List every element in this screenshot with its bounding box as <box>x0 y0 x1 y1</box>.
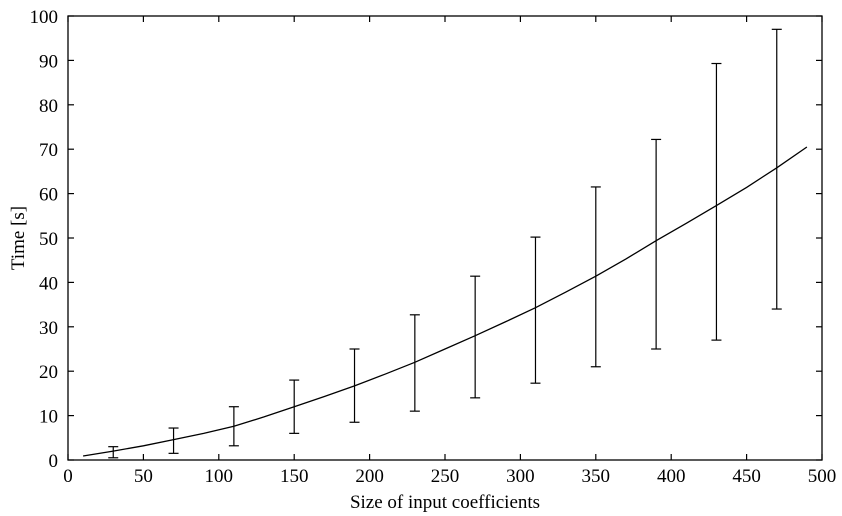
error-bar <box>530 236 541 384</box>
error-bar <box>771 28 782 310</box>
error-bar <box>470 275 481 399</box>
x-tick-label: 350 <box>582 466 611 487</box>
plot-frame <box>67 15 823 461</box>
x-tick-label: 500 <box>808 466 837 487</box>
x-tick-label: 300 <box>506 466 535 487</box>
y-tick-label: 20 <box>39 362 58 383</box>
error-bars <box>108 28 782 459</box>
x-tick-label: 450 <box>732 466 761 487</box>
x-tick-label: 100 <box>205 466 234 487</box>
y-tick-label: 100 <box>30 7 59 28</box>
y-tick-label: 0 <box>49 451 59 472</box>
error-bar <box>651 138 662 350</box>
x-tick-label: 0 <box>63 466 73 487</box>
y-tick-label: 10 <box>39 407 58 428</box>
x-tick-label: 50 <box>134 466 153 487</box>
y-tick-label: 50 <box>39 229 58 250</box>
y-axis-title: Time [s] <box>8 206 29 270</box>
y-tick-label: 80 <box>39 96 58 117</box>
y-tick-label: 30 <box>39 318 58 339</box>
error-bar <box>409 314 420 412</box>
x-tick-label: 150 <box>280 466 309 487</box>
error-bar <box>168 427 179 454</box>
x-tick-label: 200 <box>355 466 384 487</box>
y-tick-label: 40 <box>39 273 58 294</box>
error-bar <box>108 446 119 459</box>
x-tick-label: 400 <box>657 466 686 487</box>
x-tick-label: 250 <box>431 466 460 487</box>
x-axis-title: Size of input coefficients <box>350 492 540 513</box>
y-tick-label: 90 <box>39 51 58 72</box>
y-tick-label: 70 <box>39 140 58 161</box>
fit-curve <box>82 146 808 457</box>
error-bar <box>711 62 722 341</box>
y-tick-label: 60 <box>39 185 58 206</box>
y-axis-ticks: 0 10 20 30 40 50 60 70 80 90 100 <box>30 7 822 472</box>
x-axis-ticks: 0 50 100 150 200 250 300 350 400 450 500 <box>63 16 836 487</box>
